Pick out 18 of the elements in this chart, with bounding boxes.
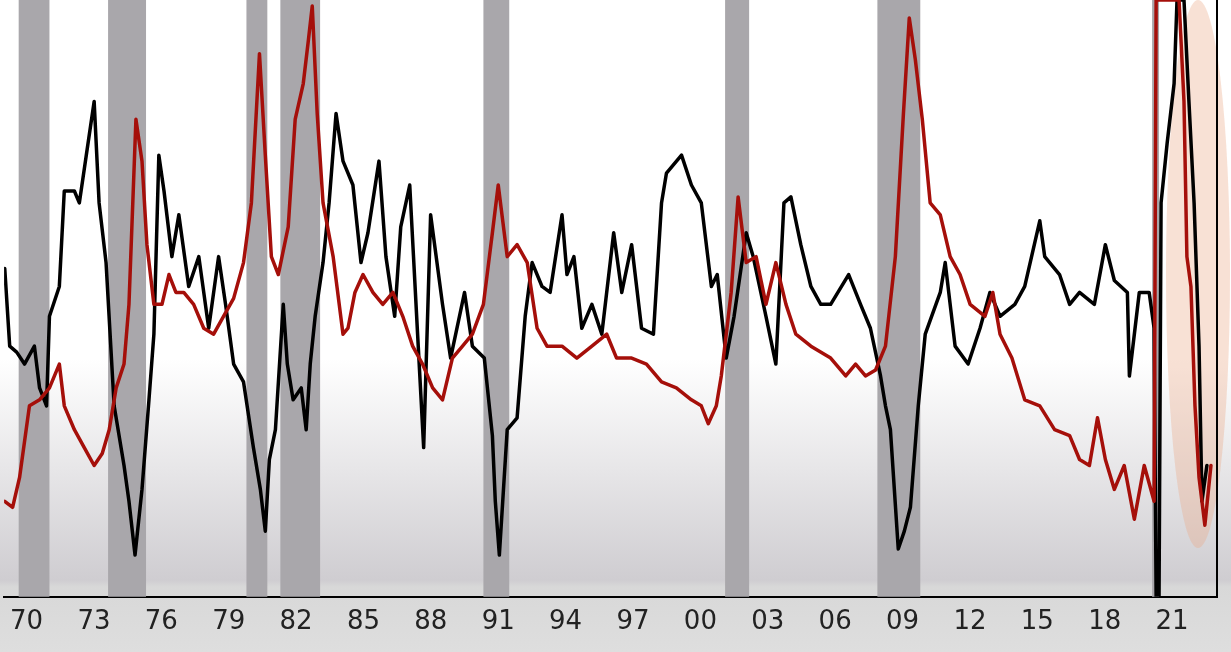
x-tick-label: 03 xyxy=(751,605,785,636)
x-tick-label: 94 xyxy=(549,605,583,636)
x-tick-label: 21 xyxy=(1155,605,1189,636)
x-tick-label: 06 xyxy=(818,605,852,636)
x-tick-label: 12 xyxy=(953,605,987,636)
x-tick-label: 79 xyxy=(212,605,246,636)
x-tick-label: 82 xyxy=(279,605,313,636)
x-tick-label: 15 xyxy=(1020,605,1054,636)
x-tick-label: 18 xyxy=(1088,605,1122,636)
x-tick-label: 73 xyxy=(77,605,111,636)
x-tick-label: 09 xyxy=(885,605,920,636)
x-tick-label: 91 xyxy=(481,605,515,636)
x-tick-label: 88 xyxy=(414,605,448,636)
x-tick-label: 70 xyxy=(10,605,44,636)
x-tick-label: 97 xyxy=(616,605,650,636)
x-tick-label: 00 xyxy=(683,605,717,636)
x-tick-label: 85 xyxy=(346,605,381,636)
x-tick-label: 76 xyxy=(144,605,178,636)
